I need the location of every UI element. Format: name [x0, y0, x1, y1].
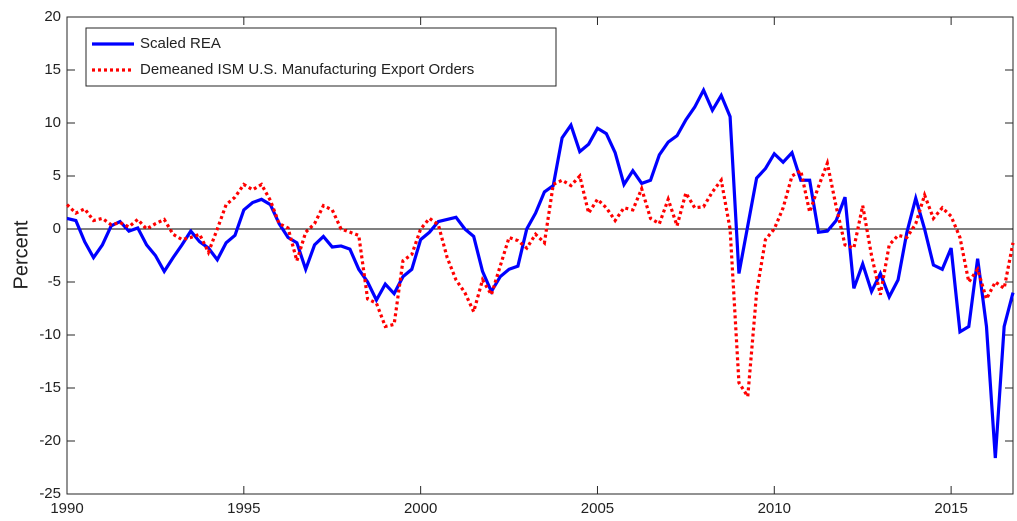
x-tick-label: 2015 [934, 500, 967, 517]
x-tick-label: 1995 [227, 500, 260, 517]
series-line [65, 157, 1015, 402]
plot-area [66, 16, 1014, 495]
series-line [66, 86, 1015, 459]
y-tick-label: -5 [48, 273, 61, 290]
y-tick-label: 20 [44, 8, 61, 25]
x-tick-label: 2000 [404, 500, 437, 517]
y-tick-label: -10 [39, 326, 61, 343]
legend-box [85, 27, 557, 87]
y-tick-label: -25 [39, 485, 61, 502]
x-tick-label: 1990 [50, 500, 83, 517]
y-axis-label: Percent [10, 220, 32, 289]
y-tick-label: 5 [53, 167, 61, 184]
y-tick-label: 0 [53, 220, 61, 237]
y-tick-label: -15 [39, 379, 61, 396]
legend-label: Demeaned ISM U.S. Manufacturing Export O… [140, 61, 474, 78]
y-tick-label: -20 [39, 432, 61, 449]
x-tick-label: 2010 [758, 500, 791, 517]
legend-label: Scaled REA [140, 35, 221, 52]
x-tick-label: 2005 [581, 500, 614, 517]
y-tick-label: 10 [44, 114, 61, 131]
y-tick-label: 15 [44, 61, 61, 78]
